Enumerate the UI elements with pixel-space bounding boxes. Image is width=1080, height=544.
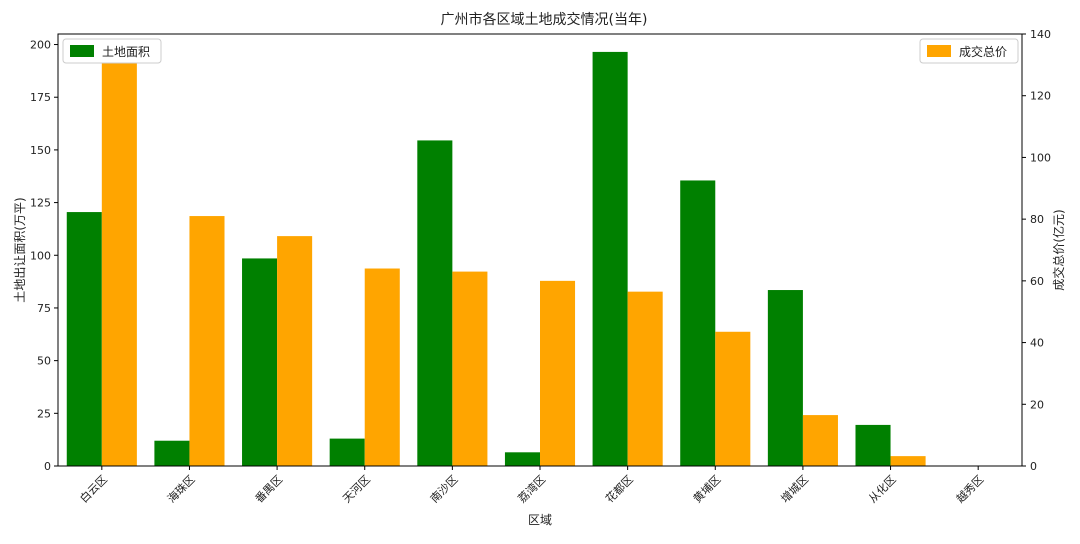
left-tick-label: 125 xyxy=(30,197,51,210)
bar-price-3 xyxy=(277,236,313,466)
left-tick-label: 0 xyxy=(44,460,51,473)
x-tick-label: 海珠区 xyxy=(164,472,197,505)
bar-area-8 xyxy=(680,180,716,466)
bar-area-6 xyxy=(504,452,540,466)
left-tick-label: 25 xyxy=(37,407,51,420)
bar-area-3 xyxy=(242,258,278,466)
legend-right: 成交总价 xyxy=(919,38,1019,64)
right-tick-label: 20 xyxy=(1030,398,1044,411)
left-axis-ticks: 0 25 50 75 100 125 150 175 200 xyxy=(30,39,58,473)
x-axis-ticks: 白云区 海珠区 番禺区 天河区 南沙区 荔湾区 花都区 黄埔区 增城区 从化区 越秀区 xyxy=(77,466,986,506)
x-tick-label: 南沙区 xyxy=(428,473,461,506)
bar-price-1 xyxy=(101,54,137,467)
legend-right-swatch xyxy=(927,45,951,57)
price-bars-group xyxy=(101,54,926,467)
legend-left: 土地面积 xyxy=(62,38,162,64)
x-tick-label: 黄埔区 xyxy=(690,472,723,505)
bar-area-1 xyxy=(66,212,102,466)
x-tick-label: 天河区 xyxy=(340,473,373,506)
bar-price-2 xyxy=(189,216,225,466)
bar-area-4 xyxy=(329,438,365,466)
bar-area-9 xyxy=(767,290,803,466)
x-axis-title: 区域 xyxy=(528,513,552,527)
x-tick-label: 从化区 xyxy=(865,472,898,505)
right-tick-label: 140 xyxy=(1030,28,1051,41)
area-bars-group xyxy=(66,51,891,467)
left-axis-title: 土地出让面积(万平) xyxy=(13,197,27,302)
x-tick-label: 荔湾区 xyxy=(515,472,548,505)
left-tick-label: 150 xyxy=(30,144,51,157)
bar-price-9 xyxy=(802,415,838,466)
bar-price-6 xyxy=(540,280,576,466)
right-tick-label: 120 xyxy=(1030,90,1051,103)
chart-title: 广州市各区域土地成交情况(当年) xyxy=(441,11,648,28)
left-tick-label: 200 xyxy=(30,39,51,52)
right-tick-label: 0 xyxy=(1030,460,1037,473)
bar-price-8 xyxy=(715,331,751,466)
bar-area-5 xyxy=(417,140,453,467)
right-axis-title: 成交总价(亿元) xyxy=(1051,209,1066,290)
x-tick-label: 增城区 xyxy=(778,472,811,505)
bar-price-7 xyxy=(627,291,663,466)
right-tick-label: 80 xyxy=(1030,213,1044,226)
legend-left-label: 土地面积 xyxy=(102,45,150,59)
left-tick-label: 100 xyxy=(30,249,51,262)
right-tick-label: 40 xyxy=(1030,337,1044,350)
left-tick-label: 175 xyxy=(30,91,51,104)
x-tick-label: 番禺区 xyxy=(253,473,286,506)
legend-left-swatch xyxy=(70,45,94,57)
bar-area-10 xyxy=(855,424,891,466)
bar-price-5 xyxy=(452,271,488,466)
x-tick-label: 白云区 xyxy=(77,472,110,505)
left-tick-label: 50 xyxy=(37,355,51,368)
right-axis-ticks: 0 20 40 60 80 100 120 140 xyxy=(1022,28,1051,473)
bar-area-7 xyxy=(592,51,628,466)
bar-price-4 xyxy=(364,268,400,466)
right-tick-label: 60 xyxy=(1030,275,1044,288)
left-tick-label: 75 xyxy=(37,302,51,315)
bar-price-10 xyxy=(890,456,926,466)
bar-area-2 xyxy=(154,440,190,466)
x-tick-label: 越秀区 xyxy=(953,472,986,505)
x-tick-label: 花都区 xyxy=(603,473,636,506)
right-tick-label: 100 xyxy=(1030,151,1051,164)
legend-right-label: 成交总价 xyxy=(959,44,1007,59)
